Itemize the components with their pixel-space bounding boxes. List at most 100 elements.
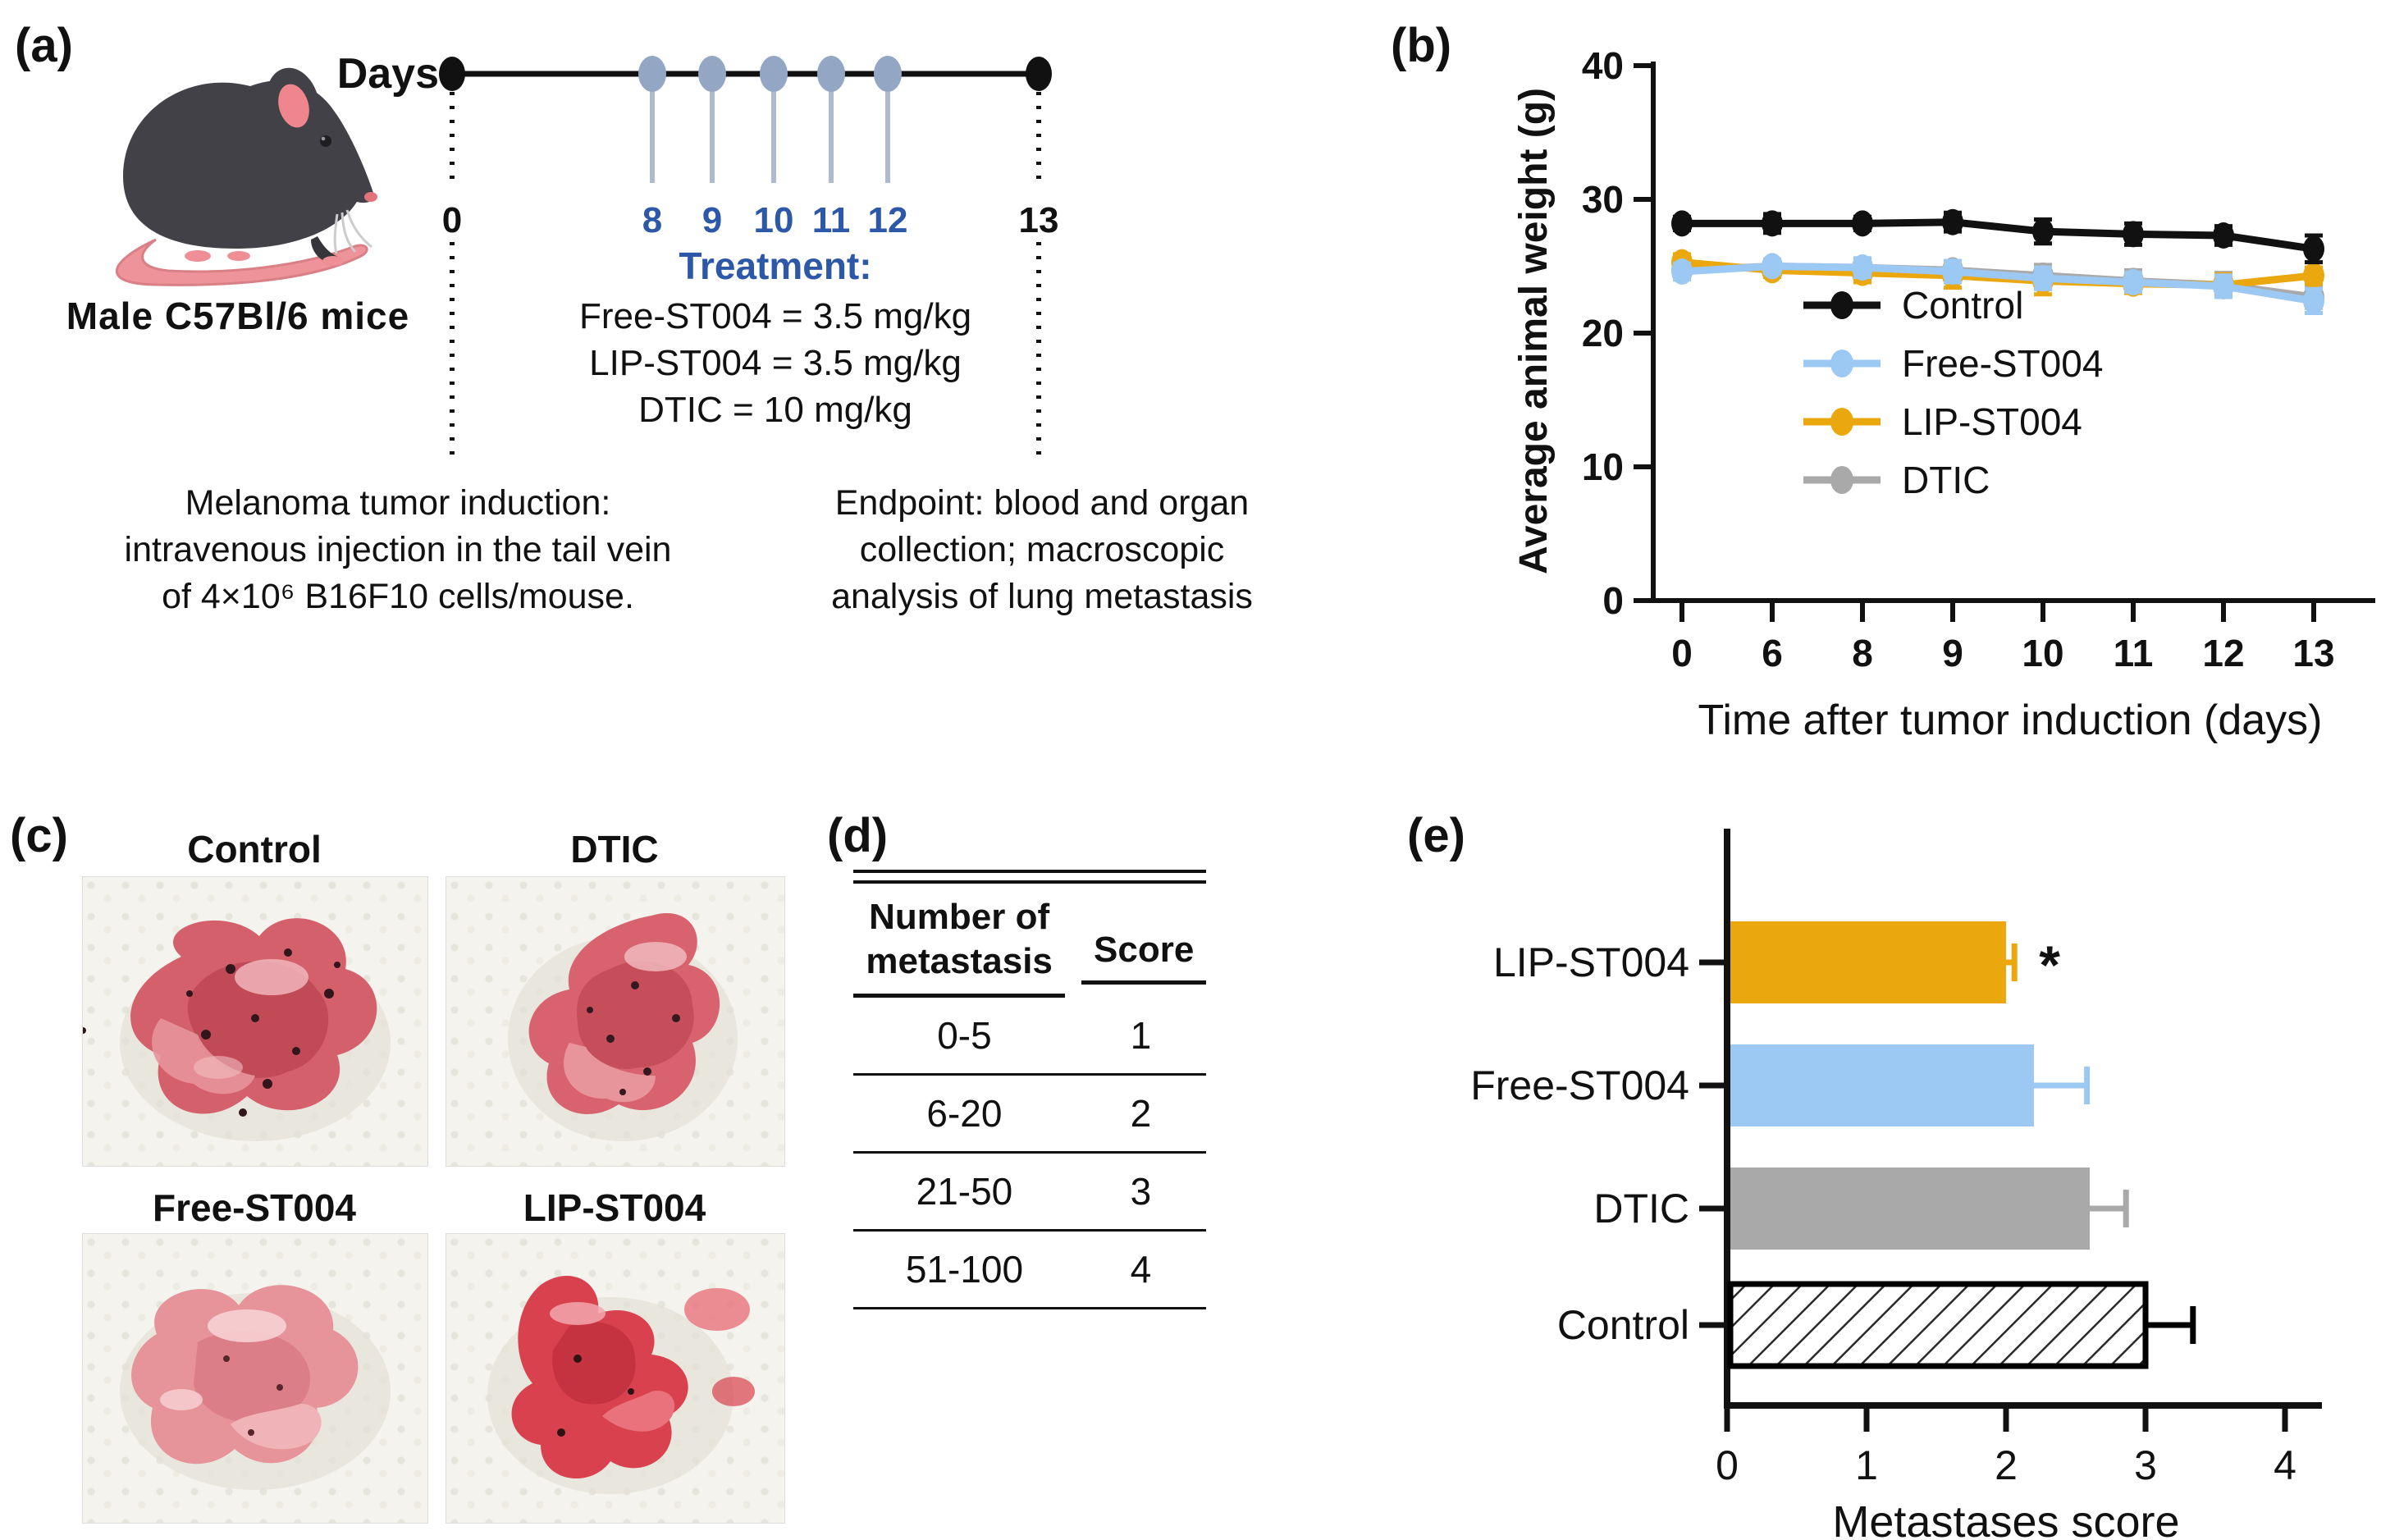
svg-text:Metastases score: Metastases score	[1832, 1497, 2179, 1540]
timeline: 8 9 10 11 12 0 13	[439, 56, 1058, 465]
lung-photo-dtic	[446, 876, 785, 1167]
mouse-whisker	[333, 213, 339, 254]
treatment-block: Treatment: Free-ST004 = 3.5 mg/kg LIP-ST…	[525, 244, 1026, 433]
svg-text:10: 10	[2022, 632, 2063, 674]
lung-photo-control-image	[83, 918, 391, 1141]
induction-note-line: of 4×10⁶ B16F10 cells/mouse.	[162, 577, 634, 616]
svg-text:Control: Control	[1902, 284, 2023, 327]
table-cell-score: 4	[1130, 1248, 1152, 1291]
photo-label-control: Control	[187, 828, 322, 871]
table-header-row: Number of metastasis Score	[853, 884, 1206, 998]
lung-photo-dtic-image	[508, 913, 738, 1141]
induction-note-line: Melanoma tumor induction:	[185, 483, 611, 523]
mouse-front-leg	[311, 236, 340, 261]
lung-photo-control	[82, 876, 428, 1167]
svg-text:13: 13	[2292, 632, 2334, 674]
svg-text:*: *	[2039, 935, 2060, 995]
treatment-title: Treatment:	[679, 244, 872, 287]
bar-Free-ST004	[1730, 1044, 2034, 1126]
photo-label-free-st004: Free-ST004	[152, 1186, 356, 1229]
endpoint-note-line: Endpoint: blood and organ	[834, 483, 1250, 523]
svg-text:Control: Control	[1557, 1302, 1689, 1348]
svg-text:11: 11	[2114, 632, 2154, 674]
table-cell-score: 2	[1130, 1092, 1152, 1135]
svg-text:Free-ST004: Free-ST004	[1902, 342, 2103, 385]
svg-text:0: 0	[1671, 632, 1693, 674]
table-cell-range: 6-20	[926, 1092, 1003, 1135]
lung-photo-free-st004-image	[120, 1285, 391, 1490]
table-top-rule	[853, 870, 1206, 884]
svg-text:3: 3	[2134, 1442, 2157, 1488]
table-cell-score: 3	[1130, 1170, 1152, 1213]
treatment-dose: LIP-ST004 = 3.5 mg/kg	[589, 343, 962, 383]
table-row: 0-5 1	[853, 998, 1206, 1076]
table-cell-range: 21-50	[916, 1170, 1013, 1213]
endpoint-note: Endpoint: blood and organ collection; ma…	[800, 480, 1284, 620]
photo-label-lip-st004: LIP-ST004	[523, 1186, 706, 1229]
mouse-icon	[115, 67, 377, 286]
svg-text:4: 4	[2274, 1442, 2296, 1488]
table-row: 51-100 4	[853, 1232, 1206, 1309]
mouse-illustration	[78, 41, 390, 295]
lung-photo-lip-st004	[446, 1233, 785, 1524]
table-header-score: Score	[1081, 908, 1206, 985]
panel-e-tag: (e)	[1407, 809, 1465, 862]
endpoint-note-line: analysis of lung metastasis	[831, 577, 1253, 616]
table-row: 6-20 2	[853, 1076, 1206, 1154]
table-cell-score: 1	[1130, 1014, 1152, 1057]
svg-text:10: 10	[1582, 446, 1624, 488]
series-Control	[1671, 208, 2324, 265]
mouse-caption: Male C57Bl/6 mice	[66, 295, 410, 337]
svg-text:1: 1	[1855, 1442, 1878, 1488]
panel-a-tag: (a)	[15, 19, 73, 72]
mouse-front-paw	[322, 256, 344, 266]
svg-text:6: 6	[1762, 632, 1783, 674]
mouse-nose	[364, 192, 377, 202]
metastases-bar-chart: 0 1 2 3 4 Metastases score LIP-ST004 * Free-ST00…	[1470, 829, 2322, 1540]
treatment-dose: Free-ST004 = 3.5 mg/kg	[578, 296, 972, 336]
bar-DTIC	[1730, 1168, 2090, 1250]
svg-text:12: 12	[2202, 632, 2244, 674]
svg-text:40: 40	[1582, 44, 1624, 87]
svg-text:8: 8	[642, 200, 662, 240]
bar-Control	[1727, 1281, 2149, 1369]
svg-text:0: 0	[1716, 1442, 1739, 1488]
svg-text:0: 0	[1602, 579, 1624, 622]
svg-text:2: 2	[1995, 1442, 2018, 1488]
svg-text:DTIC: DTIC	[1902, 459, 1990, 501]
svg-text:10: 10	[754, 200, 794, 240]
score-table: Number of metastasis Score 0-5 1 6-20 2 …	[853, 870, 1206, 1309]
svg-text:20: 20	[1582, 312, 1624, 354]
induction-note-line: intravenous injection in the tail vein	[124, 530, 672, 569]
svg-text:9: 9	[1942, 632, 1963, 674]
svg-text:12: 12	[868, 200, 908, 240]
panel-c-tag: (c)	[10, 809, 68, 862]
svg-text:0: 0	[442, 200, 462, 240]
photo-label-dtic: DTIC	[570, 828, 659, 871]
svg-text:DTIC: DTIC	[1593, 1186, 1689, 1232]
weight-line-chart: 0 10 20 30 40 0 6 8 9 10 11 12 13 Average animal weig…	[1512, 44, 2375, 744]
mouse-eye-highlight	[321, 136, 326, 141]
svg-text:9: 9	[702, 200, 722, 240]
svg-text:LIP-ST004: LIP-ST004	[1902, 400, 2082, 443]
table-cell-range: 51-100	[905, 1248, 1024, 1291]
svg-text:8: 8	[1852, 632, 1873, 674]
panel-d-tag: (d)	[827, 809, 889, 862]
mouse-hind-paw	[227, 251, 250, 261]
series-Free-ST004	[1671, 253, 2324, 316]
timeline-axis-label: Days	[336, 50, 439, 98]
svg-text:Free-ST004: Free-ST004	[1470, 1062, 1689, 1108]
panel-b-tag: (b)	[1391, 19, 1452, 72]
svg-text:Time after tumor induction (da: Time after tumor induction (days)	[1698, 697, 2322, 744]
svg-text:11: 11	[812, 200, 851, 240]
svg-text:LIP-ST004: LIP-ST004	[1493, 939, 1689, 985]
lung-photo-lip-st004-image	[487, 1275, 755, 1494]
table-cell-range: 0-5	[937, 1014, 992, 1057]
table-row: 21-50 3	[853, 1154, 1206, 1232]
table-header-metastasis: Number of metastasis	[853, 895, 1066, 998]
mouse-whisker	[345, 209, 372, 249]
mouse-ear-inner	[278, 84, 309, 128]
svg-text:Average animal weight (g): Average animal weight (g)	[1512, 88, 1556, 574]
bar-LIP-ST004	[1730, 921, 2006, 1003]
